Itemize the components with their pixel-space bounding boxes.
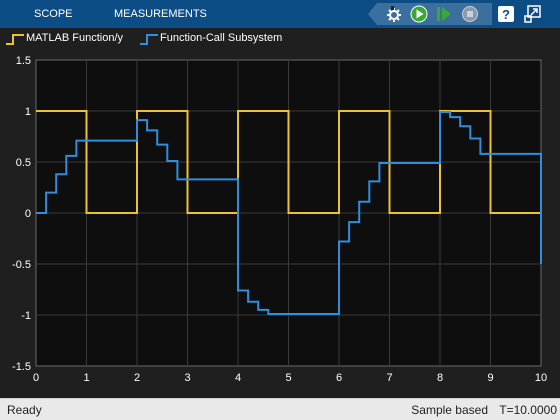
x-tick-label: 2: [134, 372, 140, 384]
y-tick-label: 0: [25, 208, 31, 220]
status-bar: Ready Sample based T=10.0000: [0, 398, 560, 420]
stop-icon[interactable]: [460, 4, 480, 24]
signal-lines: [36, 110, 542, 315]
y-tick-label: -1.5: [12, 361, 31, 373]
status-text: Ready: [7, 403, 42, 417]
legend-swatch: [6, 34, 24, 45]
legend-swatch: [140, 34, 158, 45]
y-tick-label: 1.5: [16, 55, 31, 67]
x-tick-label: 10: [535, 372, 547, 384]
tab-measurements[interactable]: MEASUREMENTS: [114, 8, 207, 20]
scope-plot[interactable]: 0 1 2 3 4 5 6 7 8 9 10 1.5 1 0.5 0 -0.5 -1 -1.5: [0, 50, 560, 398]
legend: MATLAB Function/y Function-Call Subsyste…: [0, 28, 560, 50]
x-tick-label: 8: [437, 372, 443, 384]
y-tick-label: -0.5: [12, 259, 31, 271]
step-forward-icon[interactable]: [434, 4, 454, 24]
x-tick-label: 9: [487, 372, 493, 384]
x-tick-label: 4: [235, 372, 241, 384]
y-tick-labels: 1.5 1 0.5 0 -0.5 -1 -1.5: [12, 55, 31, 373]
x-tick-label: 0: [33, 372, 39, 384]
legend-label: Function-Call Subsystem: [160, 32, 283, 44]
series-line-function-call-subsystem: [36, 111, 542, 315]
toolstrip: SCOPE MEASUREMENTS ?: [0, 0, 560, 28]
x-tick-label: 6: [336, 372, 342, 384]
y-tick-label: -1: [21, 310, 31, 322]
y-tick-label: 0.5: [16, 157, 31, 169]
simulation-time: T=10.0000: [499, 403, 557, 417]
run-icon[interactable]: [409, 4, 429, 24]
y-tick-label: 1: [25, 106, 31, 118]
x-tick-label: 5: [285, 372, 291, 384]
legend-label: MATLAB Function/y: [26, 32, 123, 44]
settings-icon[interactable]: [384, 4, 404, 24]
svg-text:?: ?: [502, 7, 510, 22]
x-tick-label: 1: [83, 372, 89, 384]
x-tick-label: 3: [184, 372, 190, 384]
help-icon[interactable]: ?: [496, 4, 516, 24]
tab-scope[interactable]: SCOPE: [34, 8, 73, 20]
x-tick-label: 7: [386, 372, 392, 384]
sample-mode: Sample based: [411, 403, 488, 417]
x-tick-labels: 0 1 2 3 4 5 6 7 8 9 10: [33, 372, 547, 384]
undock-icon[interactable]: [523, 4, 543, 24]
